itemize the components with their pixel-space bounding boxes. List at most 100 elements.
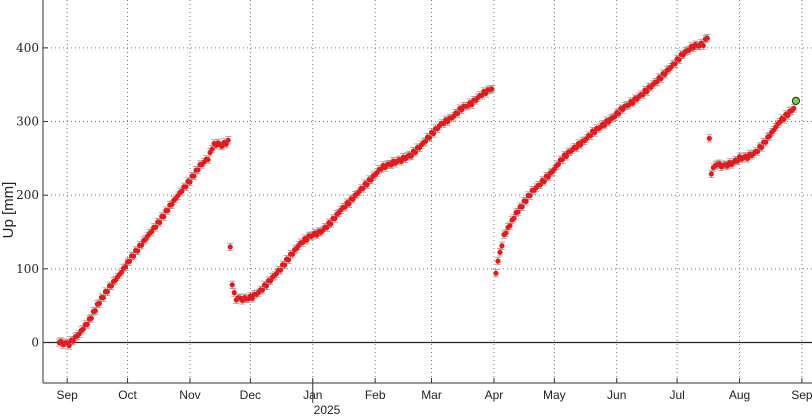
- data-point: [511, 215, 517, 221]
- data-point: [559, 157, 565, 163]
- data-point: [781, 116, 787, 122]
- data-point: [744, 155, 751, 162]
- data-point: [523, 198, 529, 204]
- data-point: [70, 338, 76, 344]
- data-point: [96, 300, 102, 307]
- data-point: [489, 86, 495, 92]
- data-point: [161, 214, 167, 220]
- x-tick-label: Mar: [421, 388, 442, 402]
- data-point: [455, 110, 461, 117]
- data-point: [249, 295, 255, 301]
- data-point: [231, 290, 237, 296]
- data-point: [563, 153, 570, 159]
- data-point: [644, 89, 650, 95]
- data-point: [88, 315, 94, 321]
- axes-frame: [42, 0, 812, 403]
- x-tick-label: Sep: [56, 388, 78, 402]
- data-point: [227, 244, 233, 250]
- x-tick-label: Sep: [791, 388, 812, 402]
- data-point: [223, 141, 229, 147]
- data-point: [537, 182, 543, 188]
- data-point: [126, 258, 133, 264]
- data-point: [408, 153, 414, 159]
- grid-lines: [43, 0, 812, 383]
- data-point: [495, 258, 501, 264]
- data-point: [80, 326, 86, 332]
- data-point: [708, 171, 714, 177]
- x-tick-label: Jan: [303, 388, 322, 402]
- data-point: [591, 130, 598, 136]
- data-point: [676, 57, 682, 63]
- x-tick-label: Dec: [240, 388, 261, 402]
- data-point: [654, 79, 660, 85]
- data-point: [767, 133, 773, 139]
- data-point: [332, 216, 338, 222]
- data-point: [328, 221, 334, 227]
- data-point: [398, 158, 404, 164]
- data-point: [616, 111, 622, 117]
- data-point: [165, 207, 171, 214]
- data-point: [122, 264, 129, 270]
- data-point: [290, 251, 296, 257]
- data-markers: [56, 35, 800, 349]
- x-tick-label: Apr: [485, 388, 504, 402]
- data-point: [350, 196, 356, 202]
- data-point: [157, 219, 163, 226]
- data-point: [640, 92, 646, 98]
- data-point: [225, 137, 231, 143]
- data-point: [139, 242, 145, 248]
- data-point: [734, 158, 741, 164]
- y-axis-title: Up [mm]: [0, 182, 17, 239]
- data-point: [493, 270, 499, 276]
- data-point: [267, 278, 274, 284]
- data-point: [84, 321, 90, 328]
- data-point: [612, 114, 618, 120]
- data-point: [759, 144, 765, 151]
- data-point: [130, 253, 137, 259]
- data-point: [195, 167, 201, 173]
- data-point: [187, 179, 193, 185]
- data-point: [426, 135, 433, 141]
- data-point: [507, 223, 513, 229]
- data-point: [700, 42, 706, 49]
- y-tick-label: 400: [16, 41, 39, 55]
- x-tick-label: Nov: [179, 388, 200, 402]
- data-point: [342, 204, 348, 210]
- data-point: [704, 35, 710, 41]
- data-point: [205, 157, 211, 163]
- error-bars: [56, 34, 797, 350]
- data-point: [763, 139, 769, 145]
- data-point: [304, 237, 310, 243]
- data-point: [430, 130, 437, 137]
- data-point: [587, 133, 594, 139]
- x-tick-label: Aug: [729, 388, 750, 402]
- data-point: [281, 262, 288, 268]
- data-point: [755, 148, 761, 155]
- data-point: [135, 248, 141, 254]
- data-point: [412, 149, 419, 156]
- data-point: [183, 184, 189, 190]
- year-label: 2025: [314, 403, 341, 417]
- data-point: [149, 229, 155, 235]
- latest-data-point: [791, 96, 800, 106]
- data-point: [577, 142, 584, 148]
- data-point: [364, 182, 370, 188]
- data-point: [346, 201, 352, 207]
- data-point: [100, 295, 106, 301]
- data-point: [104, 289, 111, 295]
- data-point: [108, 283, 115, 289]
- data-point: [368, 177, 374, 183]
- data-point: [179, 188, 185, 194]
- tick-labels: Sep Oct Nov Dec Jan Feb Mar Apr May Jun Jul Aug Sep 0…: [16, 41, 812, 402]
- data-point: [658, 76, 664, 82]
- data-point: [630, 100, 636, 106]
- data-point: [662, 71, 668, 77]
- data-point: [169, 201, 175, 208]
- data-point: [153, 224, 159, 230]
- data-point: [66, 342, 72, 349]
- data-point: [479, 92, 485, 99]
- data-point: [791, 105, 797, 112]
- data-point: [277, 267, 284, 273]
- data-point: [555, 161, 561, 168]
- x-tick-label: Feb: [365, 388, 386, 402]
